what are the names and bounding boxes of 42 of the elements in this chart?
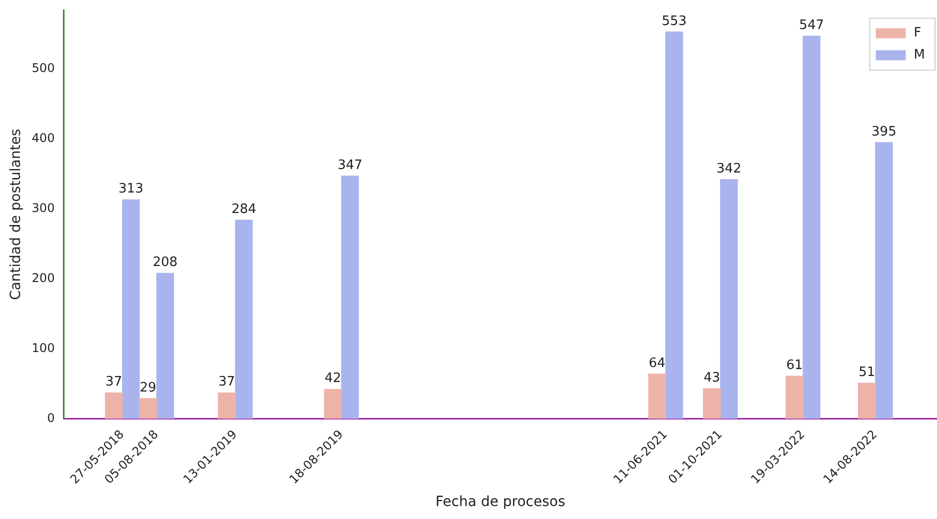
bar [341, 176, 359, 419]
bar [324, 388, 342, 419]
bar [104, 392, 123, 419]
data-label: 347 [338, 158, 362, 173]
bar [235, 220, 253, 419]
legend-label: F [914, 26, 922, 41]
y-tick-label: 200 [32, 270, 55, 285]
data-label: 43 [704, 370, 720, 386]
data-label: 208 [152, 255, 178, 270]
y-tick-label: 0 [47, 410, 55, 425]
y-tick-label: 500 [32, 61, 55, 76]
bar [648, 374, 666, 419]
y-axis-title: Cantidad de postulantes [8, 128, 24, 300]
data-label: 37 [106, 374, 122, 390]
data-label: 342 [716, 161, 742, 176]
bar [122, 199, 140, 419]
data-label: 395 [872, 124, 896, 140]
bar [156, 272, 174, 419]
y-tick-label: 100 [32, 340, 55, 355]
x-axis-title: Fecha de procesos [435, 494, 566, 510]
bar [665, 32, 684, 419]
data-label: 37 [218, 374, 236, 390]
bar [139, 398, 157, 419]
y-tick-label: 400 [32, 131, 55, 146]
y-tick-label: 300 [32, 200, 55, 215]
legend-label: M [914, 48, 925, 63]
bar [802, 36, 820, 419]
bar [720, 179, 738, 419]
data-label: 51 [858, 364, 876, 380]
data-label: 547 [799, 18, 824, 33]
data-label: 313 [118, 182, 144, 197]
bar [858, 382, 876, 419]
bar [218, 392, 236, 419]
data-label: 64 [648, 356, 666, 371]
data-label: 42 [324, 371, 342, 386]
data-label: 29 [140, 380, 156, 396]
bar [702, 388, 721, 419]
bar [786, 376, 804, 419]
data-label: 61 [786, 358, 803, 373]
data-label: 284 [231, 202, 256, 217]
data-label: 553 [662, 14, 687, 29]
bar [875, 142, 893, 419]
